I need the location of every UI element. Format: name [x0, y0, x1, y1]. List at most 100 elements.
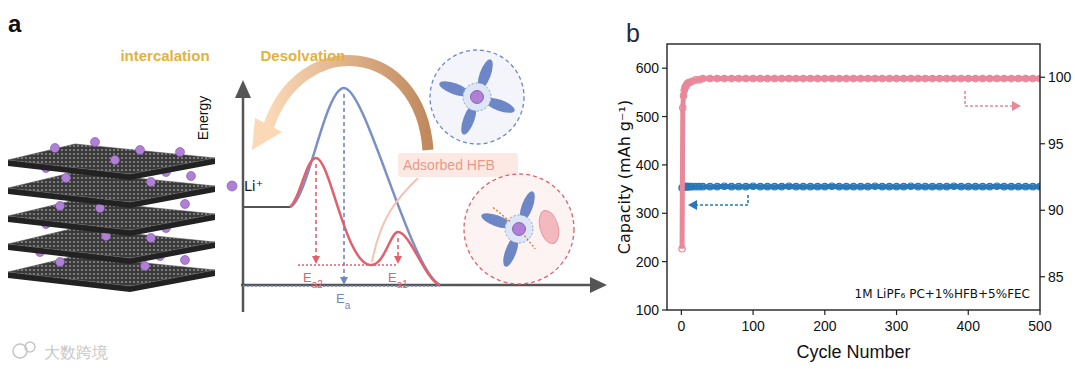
solvation-icon	[464, 174, 574, 284]
arrowhead	[235, 80, 251, 98]
li-ion	[187, 172, 196, 181]
axis	[242, 92, 245, 312]
marker	[829, 75, 835, 81]
marker	[743, 183, 749, 189]
barrier-arrow	[315, 164, 317, 258]
marker	[965, 183, 971, 189]
marker	[972, 75, 978, 81]
graphene-sheet	[8, 144, 215, 174]
energy-curve	[290, 88, 440, 285]
marker	[879, 75, 885, 81]
marker	[707, 183, 713, 189]
level-line	[298, 264, 396, 265]
marker	[679, 246, 685, 252]
tick-label: 400	[636, 157, 660, 173]
text-part: E	[303, 270, 312, 285]
marker	[1022, 75, 1028, 81]
marker	[979, 183, 985, 189]
marker	[1008, 75, 1014, 81]
solvation-icon	[430, 50, 524, 144]
marker	[814, 183, 820, 189]
marker	[822, 183, 828, 189]
marker	[987, 183, 993, 189]
axis-title: Cycle Number	[796, 342, 910, 362]
li-ion	[181, 200, 190, 209]
li-ion	[111, 156, 120, 165]
li-ion	[56, 258, 65, 267]
marker	[886, 75, 892, 81]
marker	[779, 183, 785, 189]
marker	[736, 183, 742, 189]
tick-label: 500	[1028, 318, 1052, 334]
axis-indicator	[694, 195, 748, 205]
panel-label: a	[8, 10, 22, 37]
tick-label: 300	[636, 205, 660, 221]
tick	[662, 164, 667, 165]
tick	[662, 68, 667, 69]
marker	[829, 183, 835, 189]
marker	[857, 183, 863, 189]
tick-label: 90	[1048, 202, 1064, 218]
marker	[893, 75, 899, 81]
marker	[922, 183, 928, 189]
marker	[1001, 75, 1007, 81]
marker	[901, 75, 907, 81]
dashed-circle	[464, 174, 574, 284]
marker	[994, 183, 1000, 189]
tick-label: 95	[1048, 136, 1064, 152]
marker	[1022, 183, 1028, 189]
li-ion	[136, 146, 145, 155]
marker	[1015, 75, 1021, 81]
li-ion	[181, 256, 190, 265]
marker	[987, 75, 993, 81]
tick-label: 500	[636, 109, 660, 125]
legend-label: Li⁺	[244, 178, 263, 194]
marker	[979, 75, 985, 81]
label: intercalation	[120, 47, 209, 64]
marker	[994, 75, 1000, 81]
marker	[743, 75, 749, 81]
tick-label: 100	[636, 302, 660, 318]
tick	[824, 310, 825, 315]
marker	[915, 75, 921, 81]
barrier-label: Ea2	[303, 270, 323, 290]
marker	[700, 183, 706, 189]
marker	[764, 183, 770, 189]
li-ion	[141, 262, 150, 271]
energy-curve	[290, 158, 440, 285]
marker	[714, 75, 720, 81]
repel-arrow	[524, 236, 535, 249]
marker	[929, 183, 935, 189]
axis-title: Capacity (mAh g⁻¹)	[615, 100, 634, 254]
li-ion	[62, 174, 71, 183]
tick-label: 200	[636, 254, 660, 270]
label: Adsorbed HFB	[403, 157, 495, 173]
panel-b: 0100200300400500100200300400500600859095…	[615, 44, 1072, 362]
hfb	[536, 208, 562, 246]
tick-label: 0	[677, 318, 685, 334]
marker	[915, 183, 921, 189]
baseline	[440, 284, 582, 286]
barrier-label: Ea	[336, 291, 351, 311]
marker	[951, 183, 957, 189]
repel-arrow	[492, 207, 510, 222]
li-ion	[227, 181, 237, 191]
marker	[865, 183, 871, 189]
marker	[965, 75, 971, 81]
li-ion	[471, 91, 484, 104]
text-part: a1	[397, 279, 409, 290]
marker	[700, 75, 706, 81]
marker	[1015, 183, 1021, 189]
marker	[822, 75, 828, 81]
marker	[800, 183, 806, 189]
tick	[896, 310, 897, 315]
panel-a: intercalationDesolvationEnergyEa2EaEa1Li…	[8, 47, 607, 312]
marker	[958, 75, 964, 81]
marker	[958, 183, 964, 189]
tick-label: 85	[1048, 269, 1064, 285]
watermark: 大数跨境	[13, 342, 108, 362]
marker	[836, 75, 842, 81]
tick	[662, 261, 667, 262]
marker	[843, 75, 849, 81]
tick-label: 300	[885, 318, 909, 334]
